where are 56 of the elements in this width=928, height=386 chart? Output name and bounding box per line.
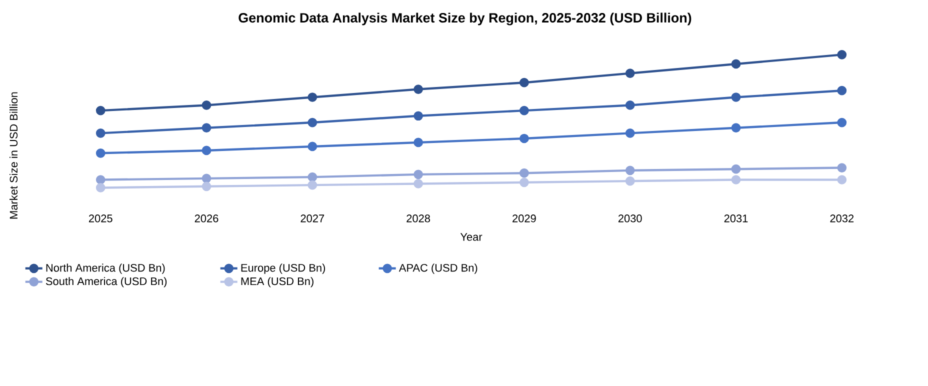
point xyxy=(202,146,212,156)
y-axis-title: Market Size in USD Billion xyxy=(10,92,18,219)
point xyxy=(625,128,635,138)
point xyxy=(731,92,741,102)
point xyxy=(731,164,741,174)
point xyxy=(414,84,423,94)
point xyxy=(414,179,423,188)
legend-label: South America (USD Bn) xyxy=(46,277,167,288)
x-tick-label: 2032 xyxy=(830,214,854,222)
x-axis-title: Year xyxy=(460,233,482,241)
point xyxy=(414,138,423,148)
point xyxy=(625,176,635,186)
point xyxy=(308,118,318,128)
point xyxy=(96,175,106,184)
x-tick-label: 2030 xyxy=(618,214,642,222)
point xyxy=(731,123,741,133)
point xyxy=(837,50,847,60)
point xyxy=(308,92,318,102)
point xyxy=(308,172,318,182)
chart-title: Genomic Data Analysis Market Size by Region, 2025-2032 (USD Billion) xyxy=(238,12,692,26)
point xyxy=(837,118,847,128)
point xyxy=(308,180,318,190)
point xyxy=(520,106,529,116)
legend-label: APAC (USD Bn) xyxy=(398,264,478,274)
x-tick-label: 2031 xyxy=(724,214,748,222)
point xyxy=(96,128,106,138)
legend-label: North America (USD Bn) xyxy=(46,264,165,274)
point xyxy=(202,174,212,184)
point xyxy=(202,182,212,192)
x-tick-label: 2029 xyxy=(512,214,536,222)
point xyxy=(625,100,635,110)
point xyxy=(96,183,106,192)
point xyxy=(625,68,635,78)
x-tick-label: 2027 xyxy=(300,214,324,222)
point xyxy=(202,100,212,110)
point xyxy=(414,170,423,180)
point xyxy=(414,111,423,121)
point xyxy=(96,106,106,116)
point xyxy=(731,59,741,69)
point xyxy=(202,123,212,133)
point xyxy=(308,142,318,152)
x-tick-label: 2025 xyxy=(88,214,112,222)
x-tick-label: 2028 xyxy=(406,214,430,222)
x-tick-label: 2026 xyxy=(194,214,218,222)
point xyxy=(96,148,106,158)
point xyxy=(837,86,847,96)
point xyxy=(625,166,635,176)
legend-label: Europe (USD Bn) xyxy=(241,264,326,274)
point xyxy=(731,175,741,184)
legend-label: MEA (USD Bn) xyxy=(241,277,314,288)
point xyxy=(520,134,529,144)
point xyxy=(520,78,529,88)
point xyxy=(520,168,529,178)
point xyxy=(837,163,847,172)
point xyxy=(520,178,529,188)
point xyxy=(837,175,847,184)
